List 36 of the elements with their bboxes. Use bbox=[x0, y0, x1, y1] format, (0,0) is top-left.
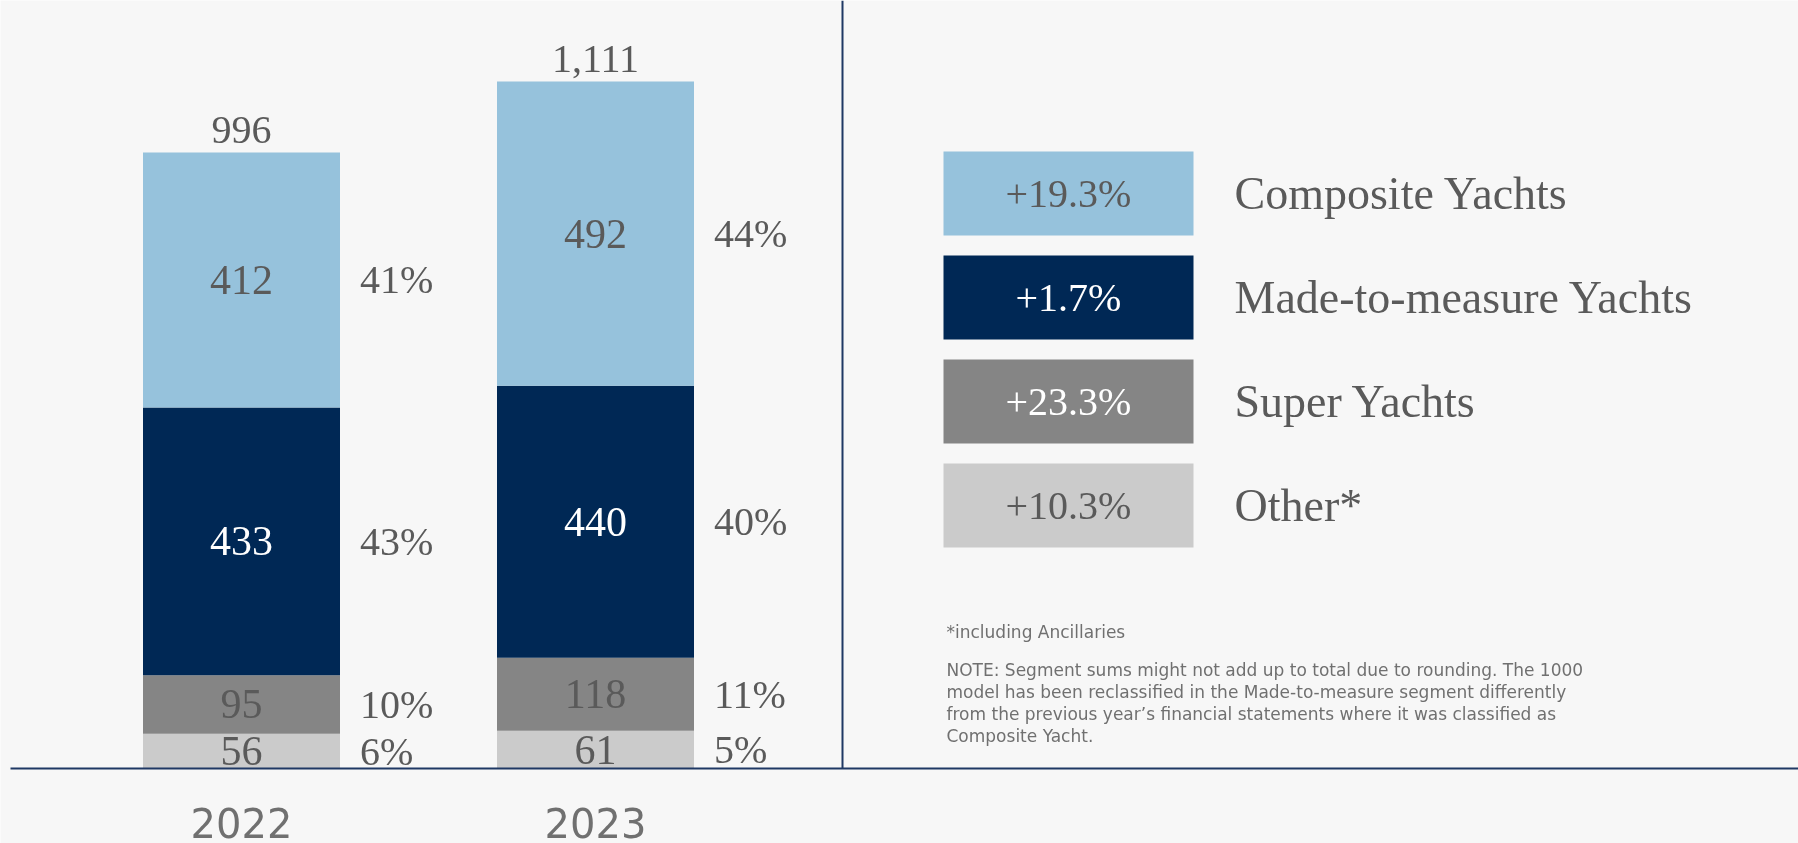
data-label: 492 bbox=[564, 210, 627, 257]
annotation: 44% bbox=[714, 211, 788, 257]
text: *including Ancillaries bbox=[946, 621, 1126, 642]
total-label: 996 bbox=[211, 106, 272, 152]
bar bbox=[497, 385, 694, 658]
bar bbox=[143, 152, 340, 408]
bar bbox=[497, 730, 694, 769]
annotation: 40% bbox=[714, 499, 788, 545]
bar bbox=[143, 675, 340, 734]
data-label: 412 bbox=[210, 256, 273, 303]
bar bbox=[143, 407, 340, 676]
bar bbox=[497, 657, 694, 731]
annotation: 5% bbox=[714, 727, 768, 773]
text: +10.3% bbox=[1005, 483, 1132, 528]
bar bbox=[497, 81, 694, 386]
text: +19.3% bbox=[1005, 171, 1132, 216]
annotation: 6% bbox=[360, 728, 414, 774]
data-label: 433 bbox=[210, 518, 273, 565]
text: Other* bbox=[1234, 480, 1363, 531]
text: +1.7% bbox=[1015, 275, 1122, 320]
total-label: 1,111 bbox=[551, 35, 640, 81]
data-label: 440 bbox=[564, 498, 627, 545]
text: +23.3% bbox=[1005, 379, 1132, 424]
data-label: 61 bbox=[574, 726, 617, 773]
x-tick-label: 2023 bbox=[544, 800, 647, 843]
annotation: 41% bbox=[360, 257, 434, 303]
bar bbox=[143, 733, 340, 769]
text: Composite Yachts bbox=[1234, 168, 1567, 219]
x-tick-label: 2022 bbox=[190, 800, 293, 843]
text: Super Yachts bbox=[1234, 376, 1475, 427]
annotation: 10% bbox=[360, 682, 434, 727]
annotation: 11% bbox=[714, 671, 786, 717]
annotation: 43% bbox=[360, 518, 434, 564]
text: NOTE: Segment sums might not add up to total due to rounding. The 1000 model has been reclassified in the Made-to-measure segment differently from the previous year’s financial statements where it was classified as Composite Yacht. bbox=[946, 659, 1584, 746]
data-label: 56 bbox=[220, 728, 263, 775]
text: Made-to-measure Yachts bbox=[1234, 272, 1692, 323]
